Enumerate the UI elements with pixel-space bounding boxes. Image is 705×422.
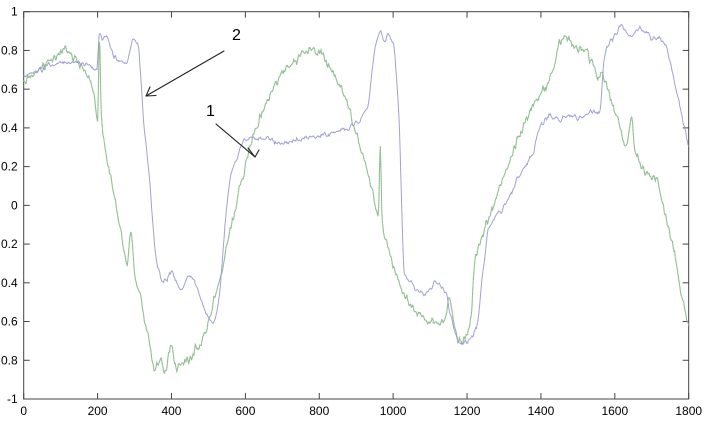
svg-text:1400: 1400: [528, 404, 555, 418]
svg-text:0.6: 0.6: [1, 82, 18, 96]
svg-text:1200: 1200: [454, 404, 481, 418]
svg-text:200: 200: [88, 404, 108, 418]
svg-text:0.2: 0.2: [1, 237, 18, 251]
svg-text:-1: -1: [7, 392, 18, 406]
svg-text:1800: 1800: [675, 404, 702, 418]
svg-text:400: 400: [161, 404, 181, 418]
svg-text:0: 0: [11, 198, 18, 212]
svg-text:2: 2: [232, 27, 241, 44]
svg-text:1000: 1000: [380, 404, 407, 418]
svg-text:600: 600: [235, 404, 255, 418]
svg-text:0.2: 0.2: [1, 160, 18, 174]
svg-text:0.4: 0.4: [1, 276, 18, 290]
svg-text:1: 1: [11, 5, 18, 19]
svg-text:800: 800: [309, 404, 329, 418]
svg-text:1: 1: [206, 103, 215, 120]
svg-text:0.8: 0.8: [1, 353, 18, 367]
svg-text:1600: 1600: [601, 404, 628, 418]
svg-text:0.8: 0.8: [1, 43, 18, 57]
svg-text:0.6: 0.6: [1, 315, 18, 329]
svg-text:0.4: 0.4: [1, 121, 18, 135]
svg-text:0: 0: [20, 404, 27, 418]
